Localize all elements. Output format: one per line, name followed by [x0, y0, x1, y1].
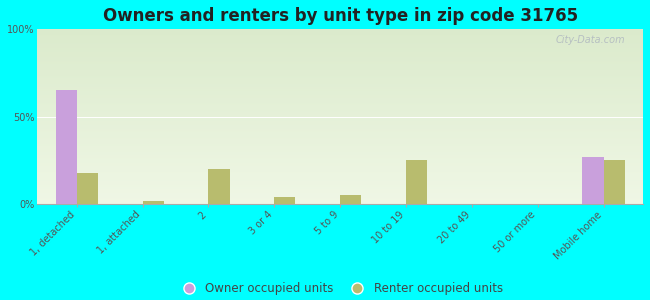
Bar: [209, 169, 229, 204]
Title: Owners and renters by unit type in zip code 31765: Owners and renters by unit type in zip c…: [103, 7, 578, 25]
Bar: [142, 200, 164, 204]
Bar: [604, 160, 625, 204]
Bar: [406, 160, 427, 204]
Bar: [340, 195, 361, 204]
Legend: Owner occupied units, Renter occupied units: Owner occupied units, Renter occupied un…: [172, 277, 508, 299]
Text: City-Data.com: City-Data.com: [555, 34, 625, 44]
Bar: [56, 90, 77, 204]
Bar: [274, 197, 295, 204]
Bar: [77, 172, 98, 204]
Bar: [582, 157, 604, 204]
